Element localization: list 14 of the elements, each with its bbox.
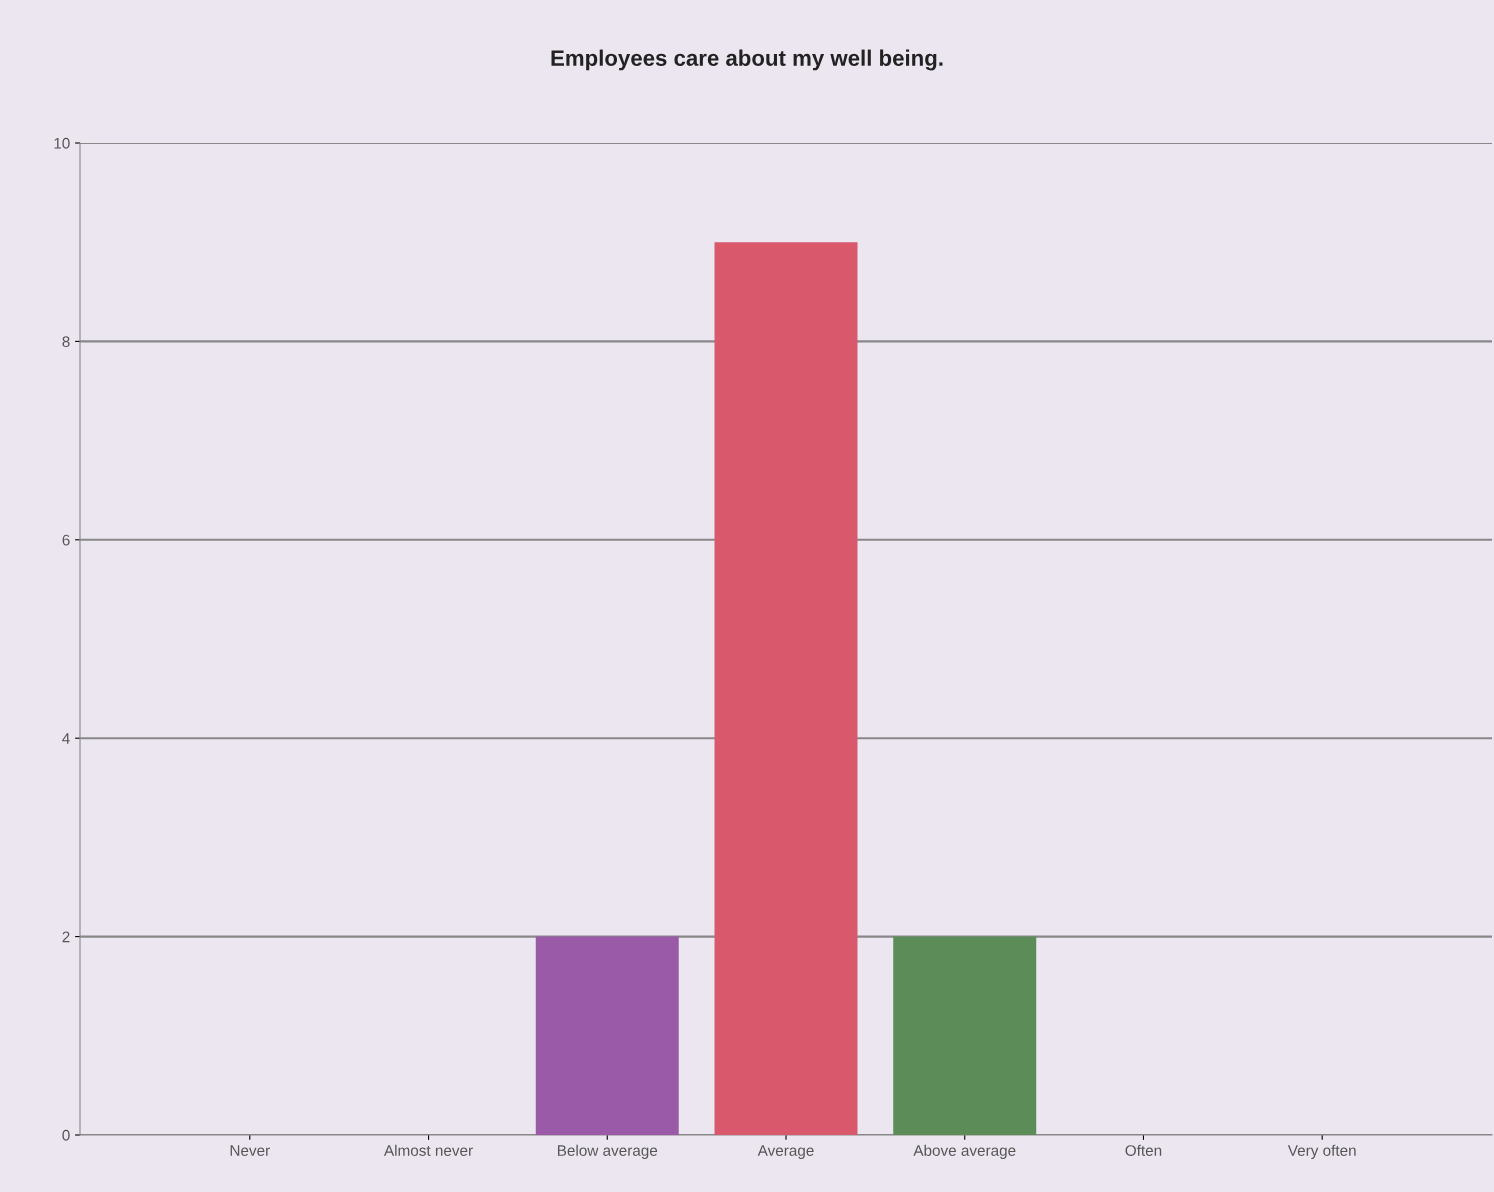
x-tick-label: Almost never bbox=[383, 1144, 473, 1156]
x-tick-label: Below average bbox=[557, 1144, 658, 1159]
x-tick-label: Above average bbox=[913, 1144, 1016, 1159]
x-tick-label: Never bbox=[230, 1145, 270, 1156]
y-tick-label: 2 bbox=[62, 931, 70, 943]
y-tick-label: 6 bbox=[62, 534, 70, 546]
x-tick-label: Average bbox=[757, 1145, 814, 1159]
x-tick-label: Often bbox=[1125, 1144, 1162, 1156]
y-tick-label: 10 bbox=[54, 137, 70, 149]
y-tick-label: 4 bbox=[62, 733, 70, 744]
x-tick-label: Very often bbox=[1287, 1144, 1356, 1159]
y-tick-label: 8 bbox=[62, 336, 70, 348]
y-tick-label: 0 bbox=[62, 1129, 70, 1141]
chart-title: Employees care about my well being. bbox=[551, 49, 943, 71]
